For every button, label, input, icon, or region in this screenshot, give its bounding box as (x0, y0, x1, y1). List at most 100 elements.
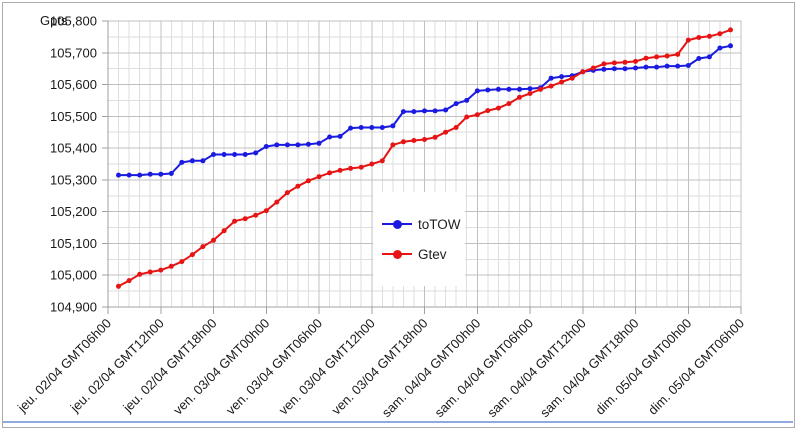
series-toTOW-point[interactable] (685, 63, 691, 68)
series-toTOW-point[interactable] (611, 66, 617, 72)
series-Gtev-point[interactable] (179, 259, 185, 265)
series-toTOW-point[interactable] (242, 152, 248, 157)
series-Gtev-point[interactable] (137, 271, 143, 277)
series-Gtev-point[interactable] (411, 138, 417, 143)
series-toTOW-point[interactable] (706, 54, 712, 60)
series-Gtev-point[interactable] (211, 237, 216, 243)
series-toTOW-point[interactable] (400, 109, 406, 115)
series-toTOW-point[interactable] (147, 171, 153, 177)
series-Gtev-point[interactable] (495, 105, 501, 111)
series-toTOW-point[interactable] (453, 101, 459, 107)
series-toTOW-point[interactable] (358, 125, 364, 130)
series-toTOW-point[interactable] (295, 142, 301, 148)
series-toTOW-point[interactable] (253, 150, 259, 156)
series-toTOW-point[interactable] (232, 152, 238, 157)
series-toTOW-point[interactable] (633, 65, 638, 71)
series-toTOW-point[interactable] (189, 158, 195, 164)
series-toTOW-point[interactable] (221, 152, 227, 157)
series-toTOW-point[interactable] (337, 133, 343, 139)
series-Gtev-point[interactable] (675, 51, 681, 57)
series-toTOW-point[interactable] (443, 107, 449, 113)
series-toTOW-point[interactable] (654, 64, 660, 70)
series-Gtev-point[interactable] (348, 165, 354, 171)
series-toTOW-point[interactable] (696, 56, 702, 61)
series-toTOW-point[interactable] (527, 86, 533, 92)
series-toTOW-point[interactable] (422, 108, 427, 114)
series-Gtev-point[interactable] (232, 218, 238, 224)
series-Gtev-point[interactable] (168, 263, 174, 269)
series-toTOW-point[interactable] (168, 171, 174, 176)
series-toTOW-point[interactable] (601, 66, 607, 72)
series-Gtev-point[interactable] (506, 101, 512, 107)
series-Gtev-point[interactable] (580, 69, 586, 75)
series-Gtev-point[interactable] (548, 83, 554, 89)
series-Gtev-point[interactable] (284, 190, 290, 196)
series-Gtev-point[interactable] (453, 125, 459, 130)
series-Gtev-point[interactable] (422, 137, 427, 142)
series-Gtev-point[interactable] (633, 58, 638, 64)
legend-item-totow[interactable]: toTOW (382, 217, 465, 232)
series-Gtev-point[interactable] (295, 183, 301, 189)
series-toTOW-point[interactable] (200, 158, 206, 164)
series-Gtev-point[interactable] (696, 35, 702, 40)
series-Gtev-point[interactable] (664, 53, 670, 59)
series-Gtev-point[interactable] (316, 174, 322, 180)
series-Gtev-point[interactable] (717, 31, 723, 37)
legend-item-gtev[interactable]: Gtev (382, 247, 465, 262)
series-toTOW-point[interactable] (348, 125, 354, 131)
series-Gtev-point[interactable] (622, 59, 628, 65)
series-Gtev-point[interactable] (611, 60, 617, 66)
series-Gtev-point[interactable] (654, 54, 660, 60)
series-Gtev-point[interactable] (379, 158, 385, 164)
series-Gtev-point[interactable] (643, 55, 649, 61)
series-toTOW-point[interactable] (126, 172, 132, 178)
series-toTOW-point[interactable] (411, 109, 417, 115)
series-toTOW-point[interactable] (211, 152, 216, 157)
series-Gtev-point[interactable] (527, 91, 533, 96)
series-toTOW-point[interactable] (517, 86, 522, 92)
series-toTOW-point[interactable] (327, 134, 333, 140)
series-toTOW-point[interactable] (474, 88, 480, 94)
series-toTOW-point[interactable] (179, 159, 185, 165)
series-Gtev-point[interactable] (590, 65, 596, 71)
series-toTOW-point[interactable] (305, 141, 311, 147)
series-Gtev-point[interactable] (601, 61, 607, 67)
series-toTOW-point[interactable] (316, 140, 322, 146)
series-Gtev-point[interactable] (221, 228, 227, 234)
series-toTOW-point[interactable] (116, 172, 121, 178)
series-Gtev-point[interactable] (432, 134, 438, 140)
series-toTOW-point[interactable] (379, 125, 385, 130)
series-Gtev-point[interactable] (158, 267, 164, 273)
series-toTOW-point[interactable] (728, 43, 733, 49)
series-toTOW-point[interactable] (664, 63, 670, 69)
series-Gtev-point[interactable] (253, 212, 259, 218)
series-Gtev-point[interactable] (538, 86, 543, 92)
series-Gtev-point[interactable] (369, 161, 375, 167)
series-Gtev-point[interactable] (274, 199, 280, 205)
series-toTOW-point[interactable] (548, 75, 554, 81)
series-toTOW-point[interactable] (263, 144, 269, 149)
series-toTOW-point[interactable] (485, 87, 491, 93)
series-Gtev-point[interactable] (147, 269, 153, 275)
series-Gtev-point[interactable] (200, 244, 206, 250)
series-Gtev-point[interactable] (485, 108, 491, 114)
series-Gtev-point[interactable] (443, 129, 449, 135)
series-Gtev-point[interactable] (242, 216, 248, 222)
series-Gtev-point[interactable] (400, 139, 406, 145)
series-toTOW-point[interactable] (137, 172, 143, 178)
series-Gtev-point[interactable] (706, 33, 712, 39)
series-toTOW-point[interactable] (274, 142, 280, 148)
series-toTOW-point[interactable] (559, 74, 565, 80)
series-toTOW-point[interactable] (717, 45, 723, 51)
series-toTOW-point[interactable] (643, 64, 649, 70)
series-Gtev-point[interactable] (390, 142, 396, 148)
series-toTOW-point[interactable] (432, 108, 438, 114)
series-Gtev-point[interactable] (189, 252, 195, 258)
series-toTOW-point[interactable] (369, 125, 375, 130)
series-toTOW-point[interactable] (284, 142, 290, 148)
series-Gtev-point[interactable] (559, 79, 565, 85)
series-Gtev-point[interactable] (358, 164, 364, 170)
series-toTOW-point[interactable] (158, 171, 164, 177)
series-toTOW-point[interactable] (675, 63, 681, 69)
